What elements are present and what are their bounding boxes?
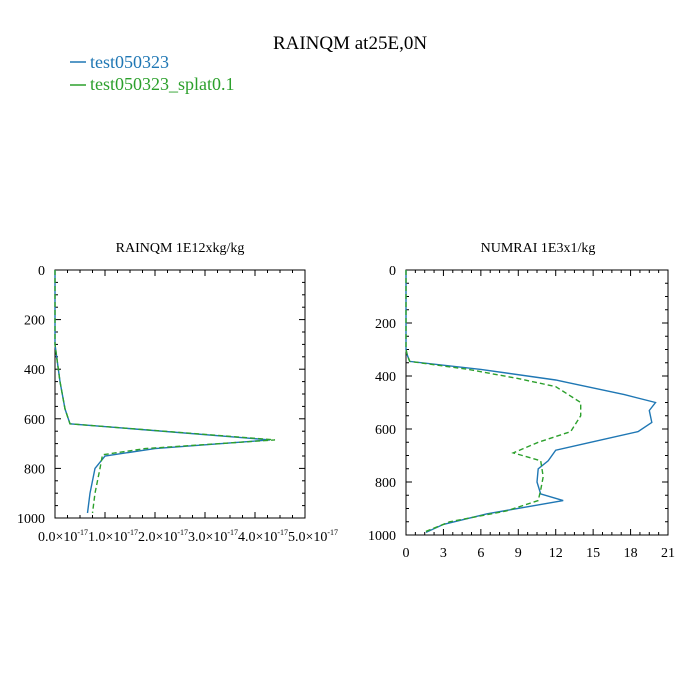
figure-title: RAINQM at25E,0N [273,33,427,54]
numrai-y-tick-label: 0 [389,264,396,279]
rainqm-x-tick-label: 5.0×10-17 [288,528,338,545]
rainqm-x-tick-label: 0.0×10-17 [38,528,88,545]
numrai-y-tick-label: 200 [375,317,396,332]
numrai-series-test050323 [405,270,657,534]
numrai-x-tick-label: 21 [661,546,675,561]
rainqm-y-tick-label: 1000 [17,512,45,527]
numrai-y-tick-label: 400 [375,370,396,385]
rainqm-series-test050323 [54,270,271,514]
numrai-x-tick-label: 9 [515,546,522,561]
rainqm-x-tick-label: 3.0×10-17 [188,528,238,545]
numrai-x-tick-label: 15 [586,546,600,561]
rainqm-y-tick-label: 0 [38,264,45,279]
numrai-panel-title: NUMRAI 1E3x1/kg [481,241,596,256]
numrai-series-test050323-splat [405,270,582,534]
rainqm-x-tick-label: 2.0×10-17 [138,528,188,545]
numrai-plot: NUMRAI 1E3x1/kg 0 200 400 600 800 1000 0 3 6 9 12 15… [368,241,675,561]
rainqm-y-tick-label: 800 [24,462,45,477]
numrai-axes-frame [405,269,669,536]
numrai-x-tick-label: 6 [477,546,484,561]
rainqm-x-tick-label: 4.0×10-17 [238,528,288,545]
numrai-x-tick-label: 0 [403,546,410,561]
numrai-y-tick-label: 1000 [368,529,396,544]
legend-label-test050323-splat: test050323_splat0.1 [90,74,235,94]
legend: test050323 test050323_splat0.1 [70,52,235,94]
numrai-x-tick-label: 18 [624,546,638,561]
rainqm-panel-title: RAINQM 1E12xkg/kg [116,241,245,256]
rainqm-plot: RAINQM 1E12xkg/kg 0 200 400 600 800 10000.0×10… [17,241,338,545]
rainqm-x-tick-label: 1.0×10-17 [88,528,138,545]
numrai-y-tick-label: 600 [375,423,396,438]
rainqm-y-tick-label: 400 [24,363,45,378]
legend-label-test050323: test050323 [90,52,169,72]
rainqm-y-tick-label: 200 [24,314,45,329]
numrai-x-tick-label: 3 [440,546,447,561]
numrai-x-tick-label: 12 [549,546,563,561]
rainqm-y-tick-label: 600 [24,413,45,428]
numrai-y-tick-label: 800 [375,476,396,491]
rainqm-series-test050323-splat [54,270,276,514]
